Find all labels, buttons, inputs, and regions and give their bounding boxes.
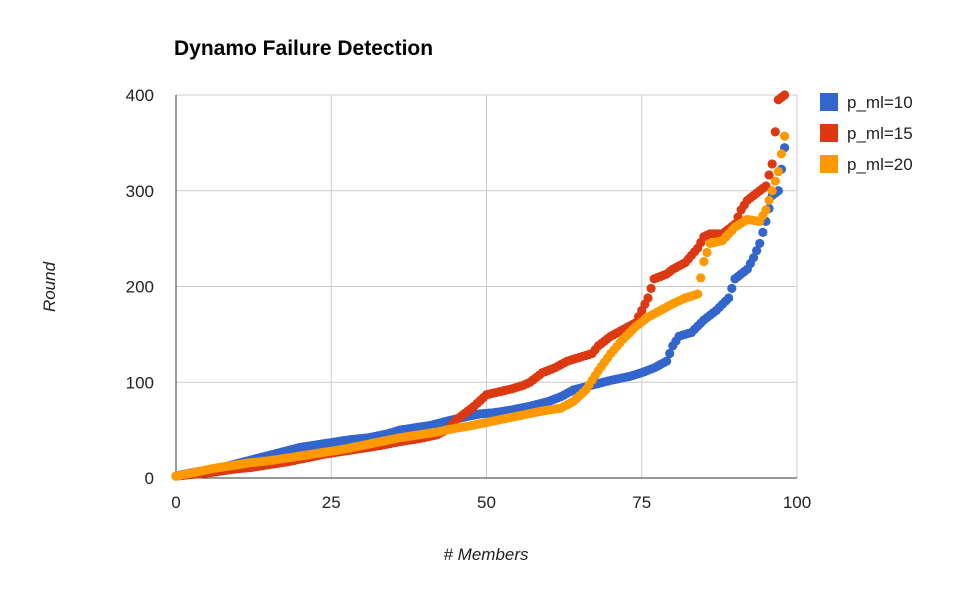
legend-item[interactable]: p_ml=20	[820, 155, 913, 174]
legend-label: p_ml=15	[847, 124, 913, 143]
grid	[175, 94, 798, 479]
x-tick-label: 100	[783, 493, 811, 512]
data-point	[761, 205, 771, 215]
y-tick-label: 200	[126, 278, 154, 297]
data-point	[724, 293, 734, 303]
legend-item[interactable]: p_ml=15	[820, 124, 913, 143]
axis-ticks: 0 25 50 75 100 0 100 200 300 400	[126, 86, 812, 512]
x-tick-label: 25	[322, 493, 341, 512]
legend-label: p_ml=20	[847, 155, 913, 174]
legend-swatch	[820, 93, 838, 111]
data-point	[643, 293, 653, 303]
data-point	[699, 257, 709, 267]
data-point	[727, 283, 737, 294]
legend-swatch	[820, 155, 838, 173]
x-tick-label: 0	[171, 493, 180, 512]
data-point	[755, 238, 765, 249]
data-point	[702, 247, 712, 258]
data-point	[779, 131, 790, 141]
data-point	[752, 245, 762, 256]
x-tick-label: 50	[477, 493, 496, 512]
data-point	[761, 181, 771, 191]
legend-swatch	[820, 124, 838, 142]
data-point	[748, 253, 759, 263]
data-point	[764, 195, 774, 205]
y-tick-label: 100	[126, 373, 154, 392]
data-point	[764, 170, 774, 180]
data-point	[665, 348, 675, 359]
y-tick-label: 400	[126, 86, 154, 105]
legend-item[interactable]: p_ml=10	[820, 93, 913, 112]
x-tick-label: 75	[632, 493, 651, 512]
data-point	[779, 90, 790, 100]
y-tick-label: 300	[126, 182, 154, 201]
y-tick-label: 0	[145, 469, 154, 488]
data-point	[661, 356, 672, 366]
data-point	[770, 127, 780, 137]
data-point	[770, 176, 780, 186]
data-point	[767, 159, 777, 169]
x-axis-label: # Members	[443, 545, 529, 564]
series-p_ml=10	[171, 143, 790, 481]
y-axis-label: Round	[40, 261, 59, 312]
data-point	[767, 186, 777, 196]
legend[interactable]: p_ml=10 p_ml=15 p_ml=20	[820, 93, 913, 174]
chart-title: Dynamo Failure Detection	[174, 37, 433, 60]
data-point	[773, 167, 783, 177]
legend-label: p_ml=10	[847, 93, 913, 112]
data-point	[696, 273, 706, 283]
plot-area	[171, 90, 790, 481]
data-point	[693, 289, 703, 299]
data-point	[776, 149, 787, 159]
data-point	[758, 227, 768, 238]
series-p_ml=20	[171, 131, 790, 481]
data-point	[646, 283, 656, 294]
